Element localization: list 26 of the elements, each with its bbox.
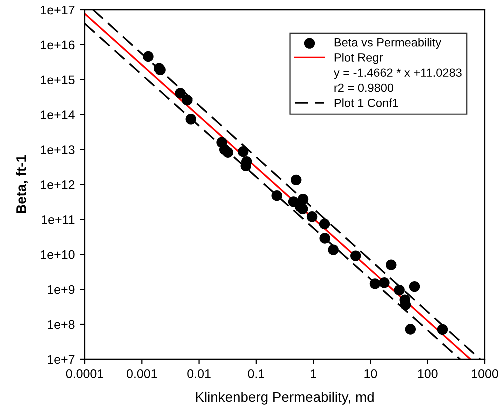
y-tick-label: 1e+13 <box>41 146 75 154</box>
x-tick-label: 1 <box>311 370 316 378</box>
x-tick-label: 0.1 <box>248 370 265 378</box>
y-axis-title: Beta, ft-1 <box>16 155 28 214</box>
legend-label: Beta vs Permeability <box>334 38 442 50</box>
x-tick-label: 0.001 <box>126 370 158 378</box>
y-tick-label: 1e+12 <box>41 180 75 190</box>
annotation: r2 = 0.9800 <box>334 84 394 92</box>
annotation: y = -1.4662 * x +11.0283 <box>334 68 462 80</box>
x-tick-label: 0.0001 <box>66 370 104 378</box>
y-tick-label: 1e+11 <box>42 216 75 224</box>
x-tick-label: 10 <box>364 370 378 378</box>
y-tick-label: 1e+7 <box>48 355 75 364</box>
x-axis-title: Klinkenberg Permeability, md <box>196 392 374 405</box>
y-tick-label: 1e+15 <box>41 76 75 85</box>
legend-label: Plot Regr <box>334 53 383 64</box>
y-tick-label: 1e+8 <box>48 320 75 330</box>
x-tick-label: 100 <box>418 370 438 378</box>
y-tick-label: 1e+10 <box>41 250 75 260</box>
y-tick-label: 1e+9 <box>48 285 75 294</box>
legend-label: Plot 1 Conf1 <box>334 98 398 108</box>
x-tick-label: 1000 <box>472 370 498 378</box>
x-tick-label: 0.01 <box>188 370 211 378</box>
y-tick-label: 1e+17 <box>41 6 75 15</box>
y-tick-label: 1e+16 <box>41 40 75 50</box>
y-tick-label: 1e+14 <box>41 110 75 120</box>
